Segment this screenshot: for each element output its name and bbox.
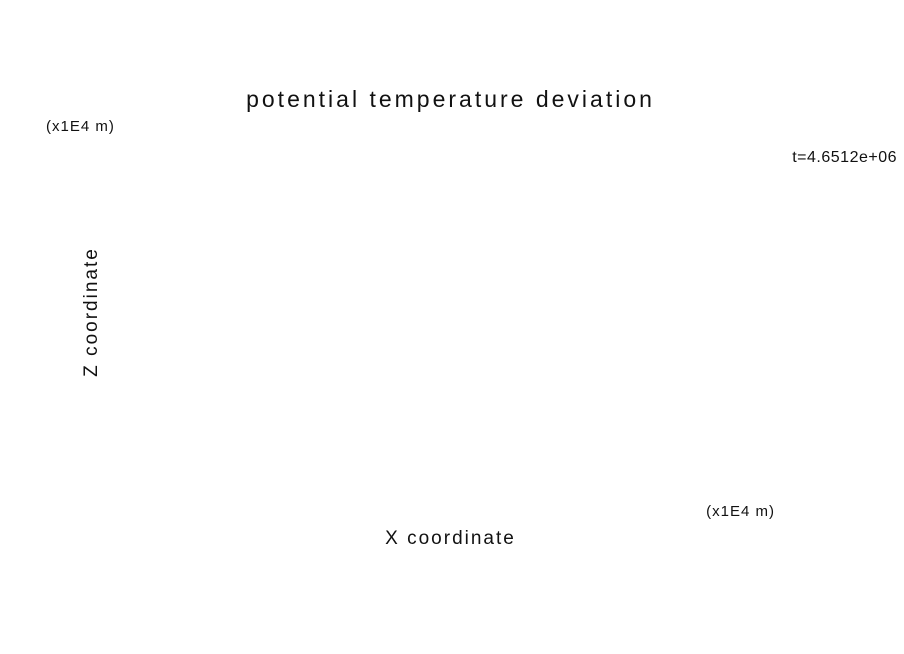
colorbar-canvas (775, 203, 904, 353)
y-axis-label: Z coordinate (81, 247, 102, 377)
x-axis-unit-label: (x1E4 m) (706, 503, 775, 520)
plot-title: potential temperature deviation (246, 86, 655, 112)
y-axis-unit-label: (x1E4 m) (46, 118, 115, 135)
x-axis-label: X coordinate (385, 528, 516, 549)
contour-canvas (110, 145, 410, 295)
time-annotation: t=4.6512e+06 (792, 149, 897, 166)
